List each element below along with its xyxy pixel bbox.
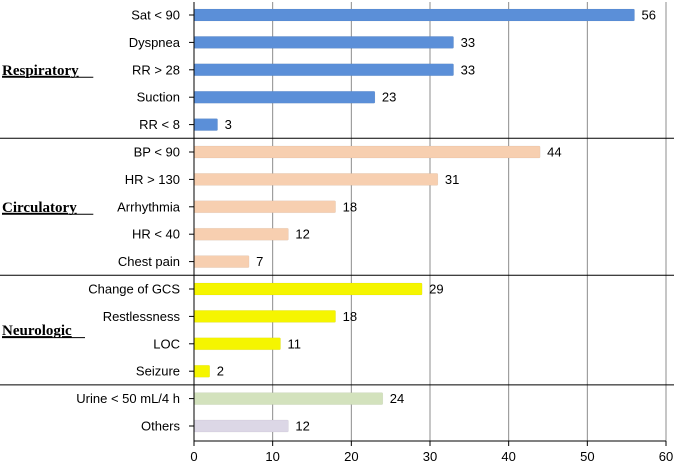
x-tick-label: 50 (580, 449, 594, 463)
bar (193, 90, 376, 104)
data-label: 7 (256, 254, 263, 269)
category-label: LOC (153, 336, 180, 351)
x-tick-label: 10 (265, 449, 279, 463)
category-label: RR > 28 (132, 62, 180, 77)
category-label: Chest pain (118, 254, 180, 269)
group-label: Neurologic (2, 323, 72, 339)
data-label: 11 (288, 336, 302, 351)
data-label: 3 (225, 117, 232, 132)
group-label: Respiratory (2, 63, 79, 79)
data-label: 24 (390, 391, 404, 406)
data-label: 44 (547, 145, 561, 160)
category-label: Urine < 50 mL/4 h (76, 391, 180, 406)
data-label: 18 (343, 309, 357, 324)
bar (193, 63, 454, 77)
bar (193, 200, 336, 214)
bar (193, 255, 250, 268)
data-label: 18 (343, 199, 357, 214)
data-label: 56 (642, 8, 656, 23)
data-label: 33 (461, 35, 475, 50)
bar (193, 337, 281, 351)
category-label: Dyspnea (129, 35, 181, 50)
x-tick-label: 0 (190, 449, 197, 463)
data-label: 12 (295, 419, 309, 434)
category-label: Change of GCS (88, 282, 180, 297)
category-label: Sat < 90 (131, 8, 180, 23)
bar (193, 419, 289, 433)
x-tick-label: 20 (344, 449, 358, 463)
category-label: Suction (137, 90, 180, 105)
category-label: Others (141, 419, 181, 434)
bar (193, 118, 218, 131)
category-label: Restlessness (103, 309, 181, 324)
bar (193, 310, 336, 323)
x-tick-label: 40 (501, 449, 515, 463)
bar (193, 364, 210, 378)
category-label: HR > 130 (125, 172, 180, 187)
group-label: Circulatory (2, 200, 77, 216)
data-label: 2 (217, 364, 224, 379)
data-label: 31 (445, 172, 459, 187)
category-label: Seizure (136, 364, 180, 379)
bar (193, 8, 635, 22)
data-label: 29 (429, 282, 443, 297)
category-label: Arrhythmia (117, 199, 181, 214)
bar (193, 282, 423, 296)
data-label: 33 (461, 62, 475, 77)
bar (193, 227, 289, 241)
bar (193, 173, 439, 186)
x-tick-label: 30 (423, 449, 437, 463)
bar (193, 145, 541, 159)
category-label: RR < 8 (139, 117, 180, 132)
data-label: 12 (295, 227, 309, 242)
x-tick-label: 60 (659, 449, 673, 463)
category-label: BP < 90 (134, 145, 180, 160)
data-label: 23 (382, 90, 396, 105)
category-label: HR < 40 (132, 227, 180, 242)
bar (193, 36, 454, 49)
bar (193, 392, 384, 405)
